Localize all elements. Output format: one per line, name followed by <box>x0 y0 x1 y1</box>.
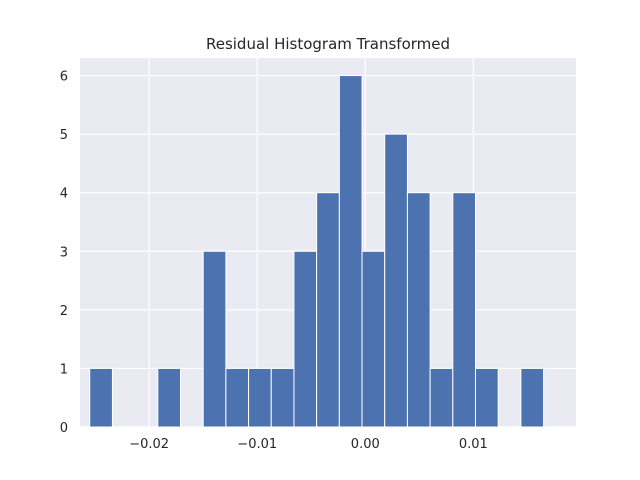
histogram-bar <box>338 75 363 428</box>
x-tick-label: 0.00 <box>351 437 380 452</box>
histogram-bars <box>89 75 545 428</box>
x-tick-label: −0.02 <box>129 437 169 452</box>
histogram-bar <box>202 250 227 428</box>
histogram-bar <box>361 250 386 428</box>
histogram-bar <box>452 192 477 428</box>
y-axis-ticks: 0 1 2 3 4 5 6 <box>60 70 68 436</box>
histogram-bar <box>475 367 499 428</box>
histogram-bar <box>248 367 272 428</box>
x-axis-ticks: −0.02 −0.01 0.00 0.01 <box>129 437 488 452</box>
y-tick-label: 1 <box>60 362 68 377</box>
histogram-bar <box>520 367 545 428</box>
histogram-bar <box>157 367 181 428</box>
histogram-bar <box>225 367 250 428</box>
y-tick-label: 2 <box>60 304 68 319</box>
x-tick-label: 0.01 <box>459 437 488 452</box>
y-tick-label: 3 <box>60 245 68 260</box>
histogram-bar <box>270 367 295 428</box>
grid-lines <box>80 58 576 428</box>
histogram-bar <box>406 192 431 428</box>
histogram-bar <box>316 192 340 428</box>
y-tick-label: 5 <box>60 128 68 143</box>
histogram-bar <box>293 250 318 428</box>
histogram-bar <box>89 367 113 428</box>
histogram-bar <box>384 133 408 428</box>
chart-title: Residual Histogram Transformed <box>206 35 450 53</box>
histogram-bar <box>429 367 454 428</box>
y-tick-label: 0 <box>60 421 68 436</box>
x-tick-label: −0.01 <box>237 437 277 452</box>
y-tick-label: 6 <box>60 70 68 85</box>
y-tick-label: 4 <box>60 187 68 202</box>
